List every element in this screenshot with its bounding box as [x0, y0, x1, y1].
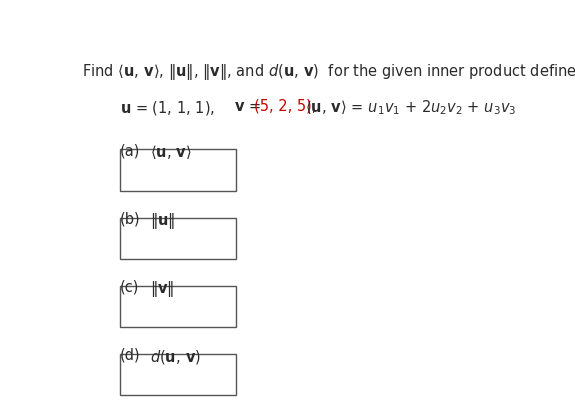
Text: (5, 2, 5),: (5, 2, 5), [254, 98, 316, 114]
Text: $\langle\mathbf{u},\,\mathbf{v}\rangle$ = $u_1v_1$ + $2u_2v_2$ + $u_3v_3$: $\langle\mathbf{u},\,\mathbf{v}\rangle$ … [305, 98, 516, 117]
Text: (d): (d) [120, 348, 141, 363]
Text: Find $\langle\mathbf{u},\,\mathbf{v}\rangle$, $\|\mathbf{u}\|$, $\|\mathbf{v}\|$: Find $\langle\mathbf{u},\,\mathbf{v}\ran… [82, 62, 575, 83]
Bar [120, 150, 236, 191]
Text: $\|\mathbf{u}\|$: $\|\mathbf{u}\|$ [150, 211, 175, 231]
Text: (a): (a) [120, 143, 140, 158]
Text: (c): (c) [120, 279, 139, 295]
Text: $\|\mathbf{v}\|$: $\|\mathbf{v}\|$ [150, 279, 174, 300]
Text: $\mathbf{u}$ = (1, 1, 1),: $\mathbf{u}$ = (1, 1, 1), [120, 98, 215, 117]
Bar [120, 218, 236, 259]
Bar [120, 286, 236, 327]
Text: $\langle\mathbf{u},\,\mathbf{v}\rangle$: $\langle\mathbf{u},\,\mathbf{v}\rangle$ [150, 143, 192, 161]
Text: (b): (b) [120, 211, 141, 226]
Bar [120, 354, 236, 395]
Text: $\mathbf{v}$ =: $\mathbf{v}$ = [233, 98, 262, 114]
Text: $d(\mathbf{u},\,\mathbf{v})$: $d(\mathbf{u},\,\mathbf{v})$ [150, 348, 201, 365]
